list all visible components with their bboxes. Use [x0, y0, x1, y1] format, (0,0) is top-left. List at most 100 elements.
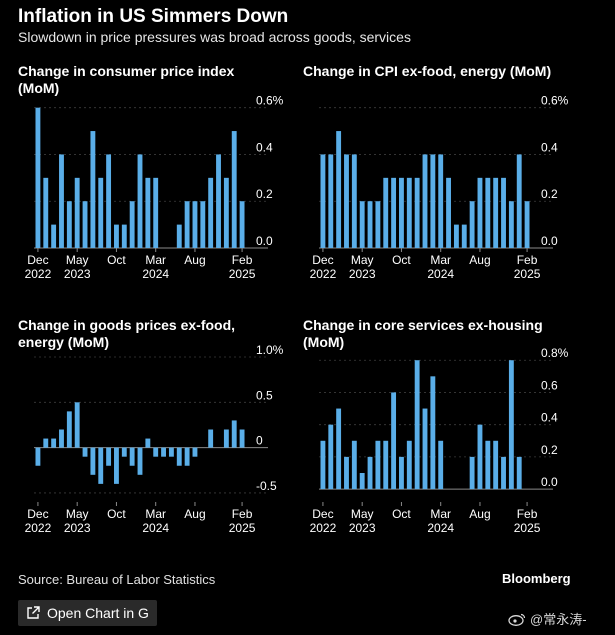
x-tick-label: Mar [430, 253, 451, 267]
x-tick-label: Oct [107, 507, 126, 521]
bar-jun-2023 [367, 456, 373, 490]
x-tick-year-label: 2023 [64, 267, 91, 281]
panel-cpi: Change in consumer price index (MoM) 0.0… [18, 63, 308, 293]
bar-mar-2024 [438, 154, 444, 248]
bar-jul-2023 [90, 447, 96, 475]
bar-jan-2024 [137, 447, 143, 475]
y-tick-label: 0.4 [541, 411, 558, 425]
bar-oct-2024 [493, 177, 499, 248]
bar-feb-2024 [145, 177, 151, 248]
bar-feb-2025 [239, 429, 245, 448]
bar-dec-2024 [508, 360, 514, 490]
bar-jan-2025 [231, 131, 237, 248]
y-tick-label: 0.0 [541, 475, 558, 489]
panel-goods: Change in goods prices ex-food, energy (… [18, 317, 308, 547]
bar-jan-2025 [231, 420, 237, 448]
bar-aug-2023 [98, 447, 104, 484]
bar-mar-2023 [59, 429, 64, 448]
y-tick-label: 0.8% [541, 346, 569, 360]
x-tick-label: Dec [27, 507, 48, 521]
bar-jun-2023 [82, 447, 88, 457]
bar-jul-2023 [90, 131, 96, 248]
bar-feb-2024 [145, 438, 151, 448]
bar-oct-2024 [208, 177, 214, 248]
bar-dec-2022 [320, 154, 326, 248]
bar-oct-2023 [399, 456, 404, 490]
bar-jun-2024 [176, 447, 182, 466]
watermark-text: @常永涛- [530, 612, 587, 627]
y-tick-label: 0.6 [541, 378, 558, 392]
y-tick-label: 1.0% [256, 343, 284, 357]
x-tick-label: Feb [517, 507, 538, 521]
bar-mar-2023 [344, 154, 349, 248]
y-tick-label: 0.2 [541, 187, 558, 201]
panel-title: Change in CPI ex-food, energy (MoM) [303, 63, 552, 79]
bar-jun-2024 [176, 224, 182, 248]
bar-feb-2025 [524, 201, 530, 248]
bar-feb-2024 [430, 154, 436, 248]
x-tick-year-label: 2025 [514, 267, 541, 281]
bar-jul-2024 [184, 201, 190, 248]
watermark: @常永涛- [508, 609, 587, 628]
bar-jun-2023 [367, 201, 373, 248]
bar-aug-2023 [383, 440, 389, 490]
bar-aug-2024 [477, 177, 483, 248]
x-tick-label: Mar [145, 507, 166, 521]
x-tick-label: Feb [232, 507, 253, 521]
bar-aug-2024 [192, 447, 198, 457]
bar-oct-2024 [493, 440, 499, 490]
bar-jan-2024 [422, 408, 428, 490]
bar-nov-2024 [216, 154, 221, 248]
bar-oct-2023 [114, 224, 119, 248]
bar-dec-2022 [35, 107, 41, 248]
x-tick-year-label: 2024 [142, 521, 169, 535]
bar-nov-2023 [121, 224, 127, 248]
x-tick-label: Dec [312, 253, 333, 267]
bar-feb-2025 [239, 201, 245, 248]
bar-jul-2023 [375, 201, 381, 248]
open-chart-label: Open Chart in G [47, 605, 149, 621]
x-tick-year-label: 2025 [514, 521, 541, 535]
bar-dec-2023 [129, 201, 135, 248]
bar-oct-2023 [399, 177, 404, 248]
bar-jan-2023 [328, 424, 334, 490]
bar-nov-2023 [406, 440, 412, 490]
x-tick-label: May [66, 507, 89, 521]
bar-feb-2024 [430, 376, 436, 490]
x-tick-year-label: 2024 [142, 267, 169, 281]
bar-nov-2023 [121, 447, 127, 457]
bar-dec-2023 [414, 177, 420, 248]
bar-nov-2024 [501, 177, 506, 248]
panel-title: Change in goods prices ex-food, energy (… [18, 317, 236, 350]
chart-subtitle: Slowdown in price pressures was broad ac… [18, 29, 411, 45]
bloomberg-logo: Bloomberg [502, 571, 571, 586]
x-tick-label: May [66, 253, 89, 267]
bar-sep-2023 [106, 154, 112, 248]
x-tick-label: Dec [27, 253, 48, 267]
bar-mar-2024 [438, 440, 444, 490]
bar-jul-2024 [469, 456, 475, 490]
bar-mar-2023 [344, 456, 349, 490]
bar-may-2023 [359, 201, 365, 248]
y-tick-label: -0.5 [256, 479, 277, 493]
x-tick-year-label: 2023 [64, 521, 91, 535]
x-tick-year-label: 2023 [349, 267, 376, 281]
bar-apr-2023 [66, 201, 72, 248]
bar-dec-2024 [223, 177, 229, 248]
bar-jul-2023 [375, 440, 381, 490]
bar-jan-2025 [516, 154, 522, 248]
y-tick-label: 0.0 [256, 234, 273, 248]
x-tick-label: May [351, 507, 374, 521]
x-tick-label: Oct [392, 507, 411, 521]
bar-aug-2023 [383, 177, 389, 248]
bar-may-2023 [359, 473, 365, 490]
x-tick-label: Aug [469, 253, 490, 267]
bar-aug-2024 [477, 424, 483, 490]
bar-jan-2023 [43, 438, 49, 448]
y-tick-label: 0.0 [541, 234, 558, 248]
bar-apr-2023 [351, 440, 357, 490]
open-chart-button[interactable]: Open Chart in G [18, 600, 157, 626]
y-tick-label: 0.6% [541, 94, 569, 108]
